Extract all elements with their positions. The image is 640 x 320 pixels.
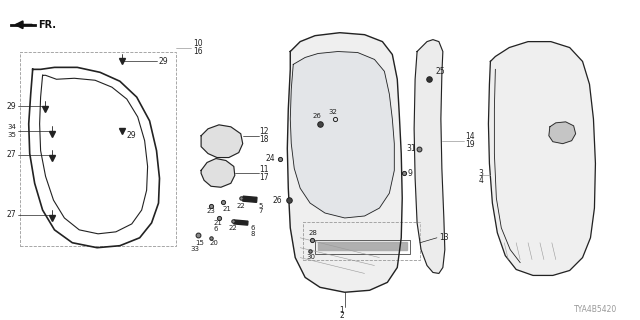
Polygon shape bbox=[291, 52, 394, 218]
Text: 28: 28 bbox=[308, 230, 317, 236]
Text: 35: 35 bbox=[7, 132, 16, 138]
Text: 14: 14 bbox=[466, 132, 476, 141]
Text: 18: 18 bbox=[260, 135, 269, 144]
Text: 2: 2 bbox=[339, 310, 344, 320]
Text: 8: 8 bbox=[251, 231, 255, 237]
Text: 26: 26 bbox=[312, 113, 321, 119]
Text: 11: 11 bbox=[260, 165, 269, 174]
Polygon shape bbox=[414, 40, 445, 274]
Text: 31: 31 bbox=[406, 144, 416, 153]
Text: 23: 23 bbox=[206, 208, 215, 214]
Bar bbox=[20, 52, 177, 246]
Polygon shape bbox=[201, 158, 235, 187]
Bar bbox=[303, 222, 420, 260]
Text: 21: 21 bbox=[223, 206, 232, 212]
Text: 12: 12 bbox=[260, 127, 269, 136]
Text: 26: 26 bbox=[273, 196, 282, 204]
Text: 6: 6 bbox=[251, 225, 255, 231]
Text: 27: 27 bbox=[6, 211, 16, 220]
Bar bbox=[318, 242, 407, 250]
Text: 25: 25 bbox=[436, 67, 445, 76]
Text: 29: 29 bbox=[6, 101, 16, 110]
Text: 15: 15 bbox=[195, 240, 204, 246]
Text: 17: 17 bbox=[260, 173, 269, 182]
Bar bbox=[315, 240, 410, 254]
Text: 10: 10 bbox=[193, 39, 203, 48]
Text: 6: 6 bbox=[214, 226, 218, 232]
Text: 16: 16 bbox=[193, 47, 203, 56]
Polygon shape bbox=[488, 42, 595, 276]
Text: 34: 34 bbox=[7, 124, 16, 130]
Bar bbox=[243, 196, 257, 202]
Polygon shape bbox=[201, 125, 243, 157]
Text: 20: 20 bbox=[209, 240, 218, 246]
Text: 33: 33 bbox=[190, 246, 199, 252]
Text: 19: 19 bbox=[466, 140, 476, 149]
Text: 3: 3 bbox=[479, 169, 483, 178]
Text: 9: 9 bbox=[407, 169, 412, 178]
Text: 22: 22 bbox=[228, 225, 237, 231]
Text: 4: 4 bbox=[479, 176, 483, 185]
Polygon shape bbox=[549, 122, 575, 144]
Text: FR.: FR. bbox=[38, 20, 56, 30]
Text: 32: 32 bbox=[328, 109, 337, 115]
Text: 29: 29 bbox=[159, 57, 168, 66]
Text: TYA4B5420: TYA4B5420 bbox=[574, 305, 617, 314]
Polygon shape bbox=[287, 33, 402, 292]
Text: 30: 30 bbox=[306, 254, 315, 260]
Text: 27: 27 bbox=[6, 150, 16, 159]
Text: 21: 21 bbox=[214, 220, 223, 226]
Text: 13: 13 bbox=[439, 233, 449, 242]
Bar bbox=[234, 220, 248, 225]
Text: 5: 5 bbox=[259, 203, 263, 209]
Text: 7: 7 bbox=[259, 208, 263, 214]
Text: 29: 29 bbox=[127, 131, 136, 140]
Text: 22: 22 bbox=[236, 203, 245, 209]
Text: 1: 1 bbox=[339, 306, 344, 315]
Text: 24: 24 bbox=[266, 154, 275, 163]
